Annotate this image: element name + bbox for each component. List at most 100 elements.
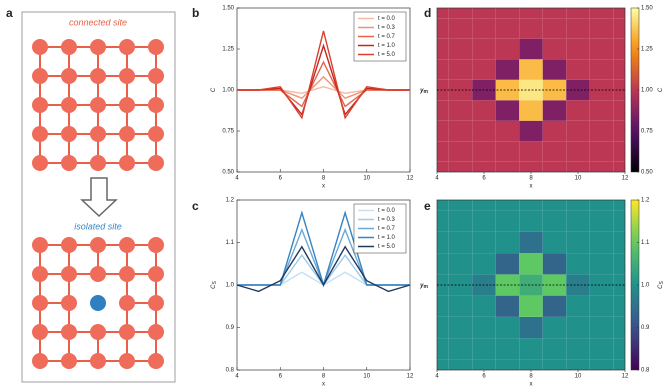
heatmap-cell (495, 38, 520, 60)
colorbar-tick-label: 1.2 (641, 198, 650, 204)
heatmap-cell (448, 338, 473, 360)
legend-label: t = 0.0 (378, 208, 396, 214)
heatmap-cell (613, 18, 625, 39)
site (148, 295, 164, 311)
heatmap-cell (542, 210, 567, 232)
heatmap-cell (519, 161, 543, 172)
heatmap-cell (542, 295, 567, 317)
heatmap-cell (566, 18, 590, 39)
site (32, 237, 48, 253)
x-tick-label: 4 (435, 176, 439, 182)
site (61, 39, 77, 55)
site (61, 266, 77, 282)
diagram-label: connected site (69, 17, 127, 27)
heatmap-cell (566, 359, 590, 370)
heatmap-cell (472, 253, 496, 275)
heatmap-cell (613, 231, 625, 254)
site (90, 39, 106, 55)
heatmap-cell (589, 359, 614, 370)
heatmap-cell (448, 359, 473, 370)
site (148, 266, 164, 282)
site (61, 155, 77, 171)
heatmap-cell (448, 100, 473, 121)
heatmap-cell (542, 18, 567, 39)
site (61, 324, 77, 340)
site (32, 266, 48, 282)
site (119, 68, 135, 84)
heatmap-cell (566, 59, 590, 80)
site (90, 68, 106, 84)
y-axis-label-main: C (211, 87, 217, 92)
heatmap-cell (519, 8, 543, 19)
heatmap-cell (613, 141, 625, 162)
site (90, 353, 106, 369)
diagram-label: isolated site (74, 221, 122, 231)
y-tick-label: 0.50 (222, 170, 234, 176)
heatmap-cell (495, 141, 520, 162)
marker-label-sub: m (423, 284, 428, 290)
y-tick-label: 1.50 (222, 6, 234, 12)
marker-label: ym (419, 283, 428, 291)
site (148, 126, 164, 142)
heatmap-cell (448, 161, 473, 172)
heatmap-cell (472, 338, 496, 360)
heatmap-cell (519, 120, 543, 142)
x-tick-label: 6 (482, 176, 486, 182)
heatmap-cell (566, 210, 590, 232)
heatmap-cell (519, 79, 543, 101)
heatmap-cell (472, 120, 496, 142)
heatmap-cell (542, 316, 567, 339)
x-tick-label: 4 (235, 374, 239, 380)
heatmap-cell (472, 200, 496, 211)
heatmap-cell (519, 59, 543, 80)
panel-label: d (424, 6, 431, 20)
y-axis-label: CS (211, 281, 219, 289)
colorbar-tick-label: 0.8 (641, 368, 650, 374)
heatmap-cell (542, 200, 567, 211)
heatmap-cell (519, 231, 543, 254)
colorbar-tick-label: 1.50 (641, 6, 653, 12)
heatmap-cell (613, 295, 625, 317)
x-tick-label: 10 (575, 176, 582, 182)
heatmap-cell (472, 18, 496, 39)
site (32, 97, 48, 113)
heatmap-cell (495, 338, 520, 360)
heatmap-cell (448, 316, 473, 339)
heatmap-cell (437, 338, 449, 360)
panel-label: b (192, 6, 199, 20)
colorbar-tick-label: 1.25 (641, 47, 653, 53)
heatmap-cell (437, 274, 449, 296)
heatmap-cell (448, 120, 473, 142)
site (148, 68, 164, 84)
site (90, 97, 106, 113)
heatmap-cell (495, 253, 520, 275)
heatmap-cell (495, 359, 520, 370)
heatmap-cell (437, 210, 449, 232)
heatmap-cell (589, 8, 614, 19)
site (32, 126, 48, 142)
x-axis-label: x (530, 382, 533, 388)
heatmap-cell (566, 253, 590, 275)
heatmap-cell (472, 295, 496, 317)
heatmap-cell (495, 200, 520, 211)
heatmap-cell (519, 295, 543, 317)
heatmap-cell (566, 120, 590, 142)
heatmap-cell (613, 253, 625, 275)
x-tick-label: 8 (529, 176, 533, 182)
heatmap-cell (437, 316, 449, 339)
heatmap-cell (472, 8, 496, 19)
heatmap-cell (472, 210, 496, 232)
series-line (237, 30, 410, 120)
heatmap-cell (566, 316, 590, 339)
colorbar-label-main: C (658, 284, 664, 289)
site (61, 68, 77, 84)
heatmap-cell (589, 18, 614, 39)
lattice (32, 39, 164, 369)
heatmap-cell (566, 38, 590, 60)
marker-label-main: y (419, 283, 424, 289)
y-tick-label: 1.00 (222, 88, 234, 94)
colorbar-tick-label: 1.00 (641, 88, 653, 94)
panel-label: e (424, 199, 431, 213)
x-tick-label: 10 (363, 374, 370, 380)
